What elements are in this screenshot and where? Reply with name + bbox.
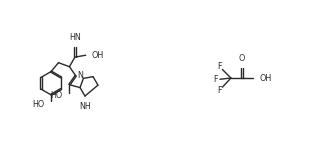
Text: F: F (213, 75, 218, 84)
Text: NH: NH (79, 102, 91, 111)
Text: OH: OH (91, 51, 104, 60)
Text: HO: HO (50, 91, 63, 100)
Text: HO: HO (32, 100, 44, 108)
Text: O: O (239, 54, 245, 63)
Text: N: N (77, 71, 83, 80)
Text: HN: HN (69, 33, 81, 42)
Text: F: F (217, 62, 221, 71)
Text: OH: OH (260, 74, 272, 82)
Text: F: F (217, 86, 221, 95)
